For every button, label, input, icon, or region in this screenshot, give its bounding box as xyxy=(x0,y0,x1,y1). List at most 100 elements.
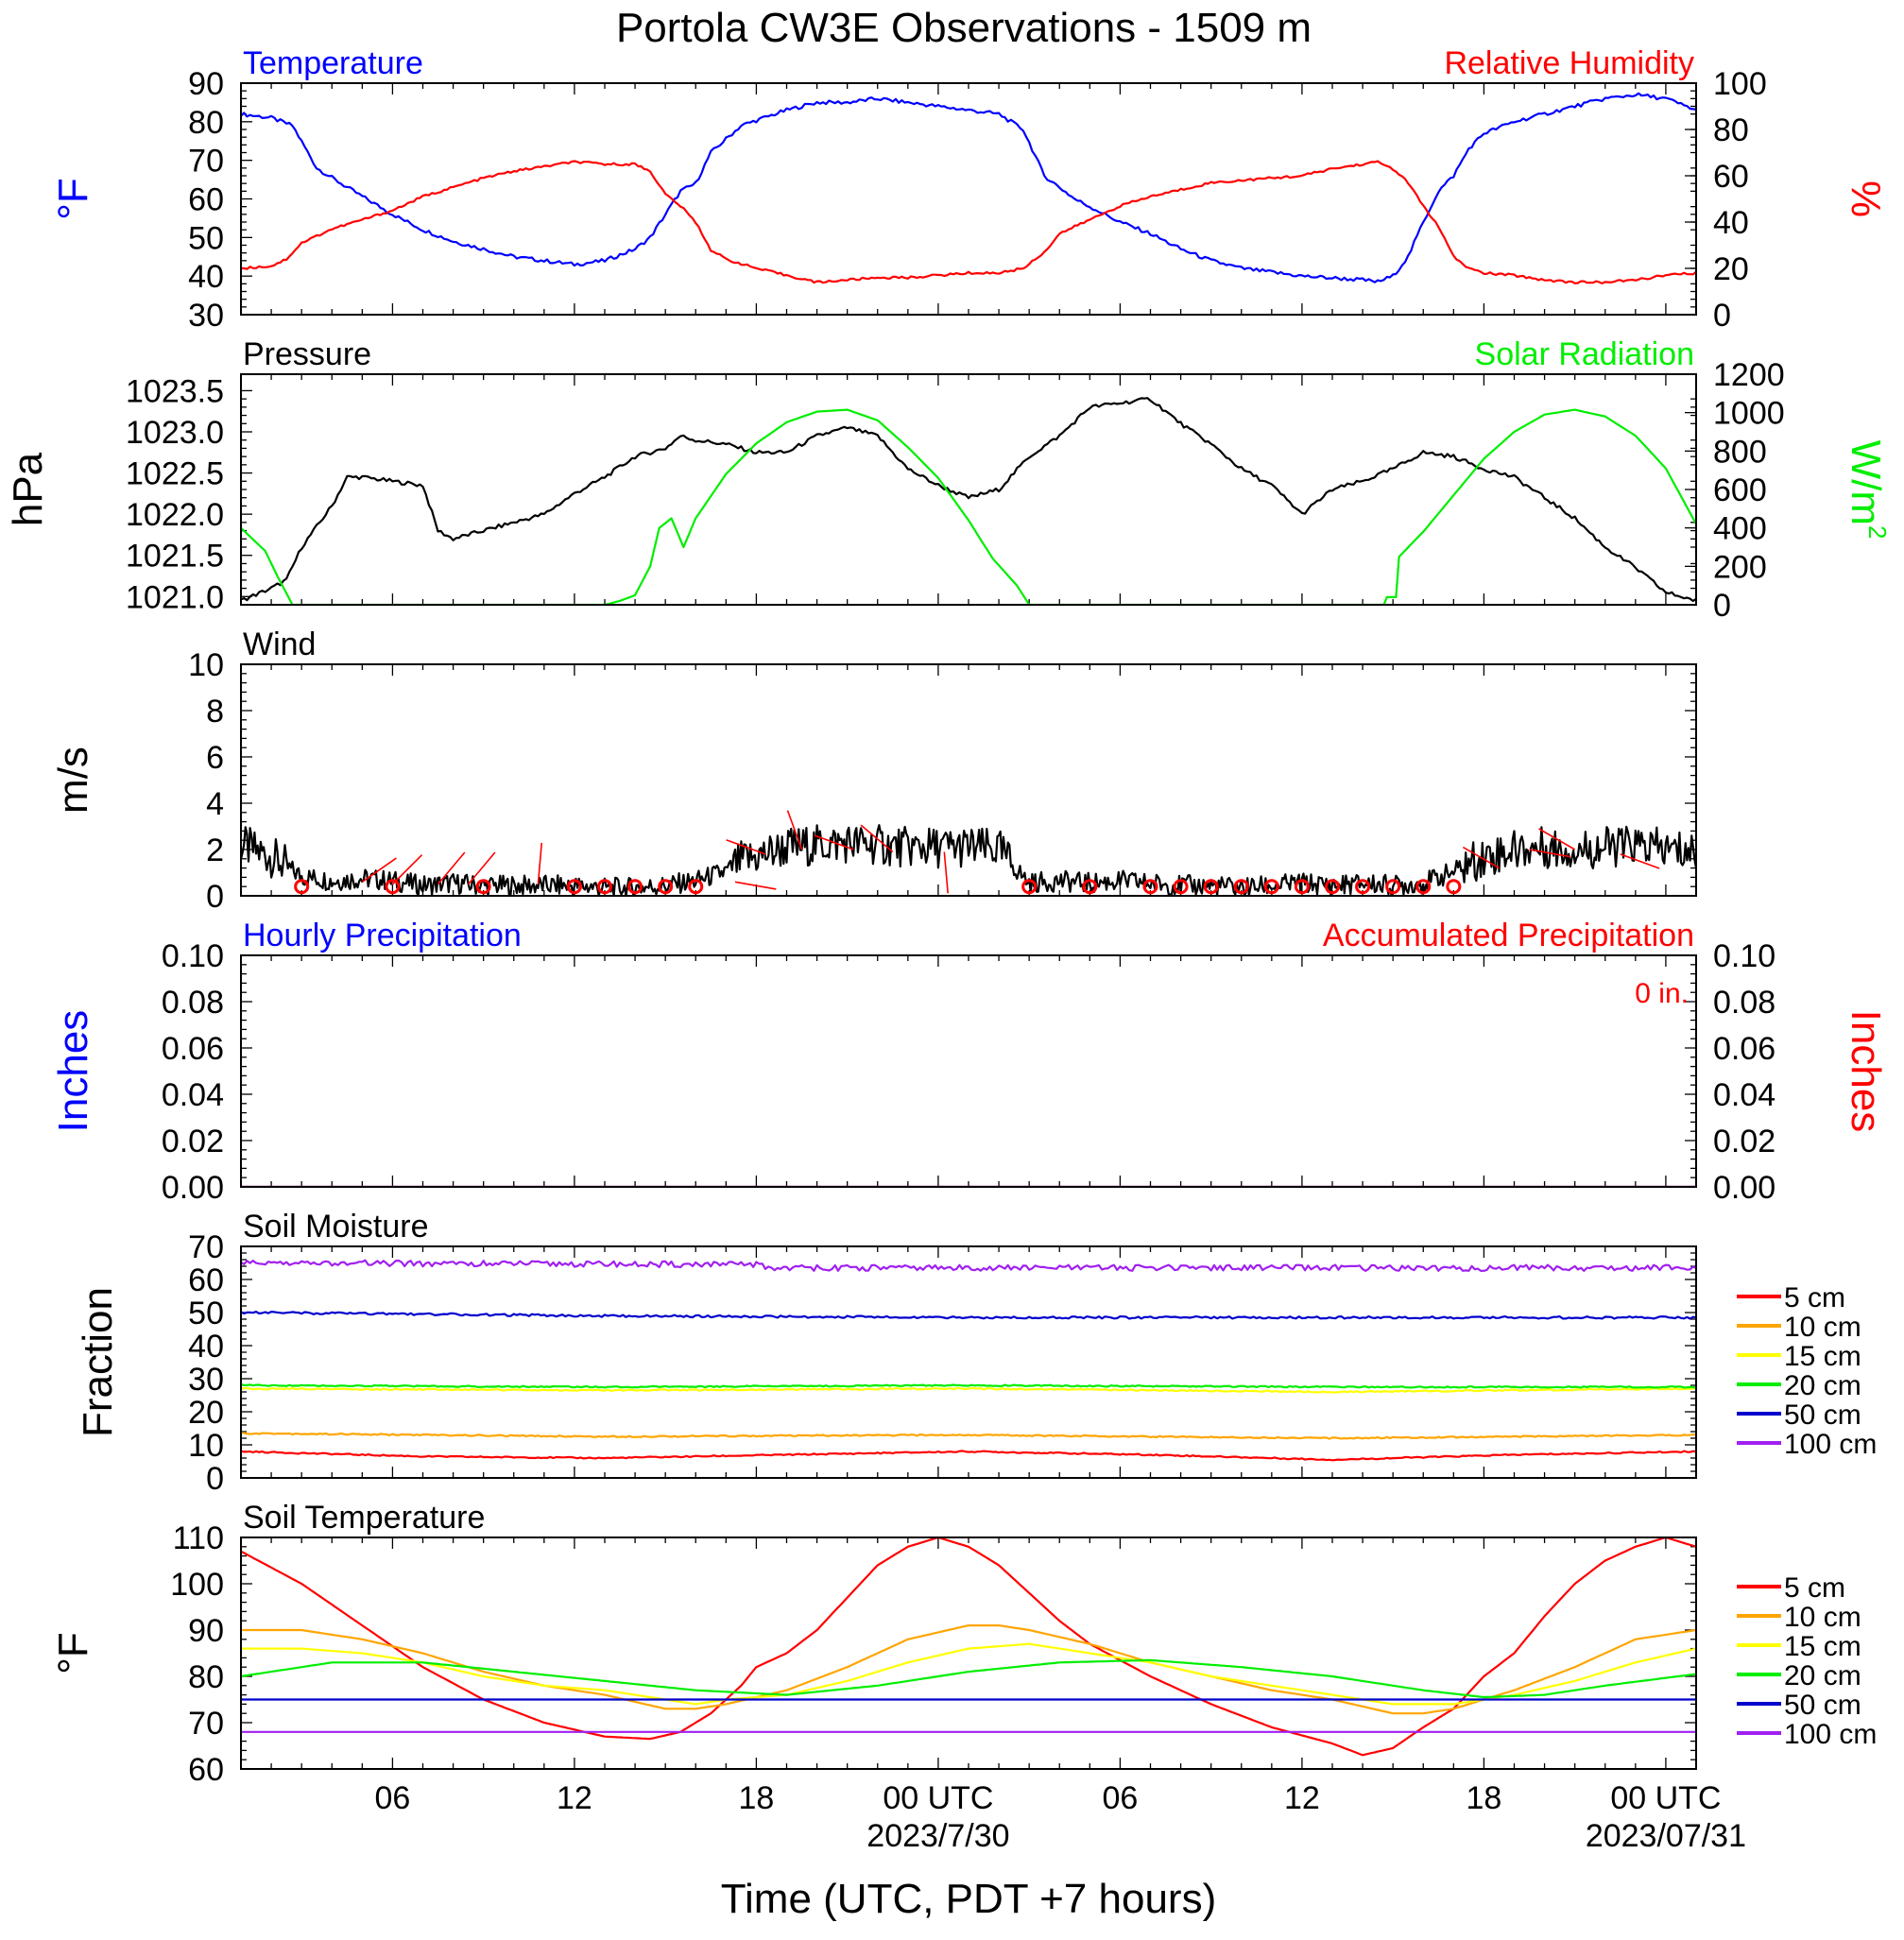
series-line-10-cm xyxy=(241,1432,1696,1440)
y-axis-label-left: Fraction xyxy=(75,1287,121,1437)
x-date-label: 2023/7/30 xyxy=(866,1818,1009,1854)
wind-calm-marker xyxy=(1385,879,1401,895)
wind-calm-marker xyxy=(1415,879,1432,895)
wind-barb xyxy=(734,881,777,890)
wind-barb xyxy=(391,854,423,885)
y-tick-label-left: 0.08 xyxy=(162,985,224,1021)
series-group xyxy=(241,1537,1696,1757)
y-axis-label-left: °F xyxy=(50,178,96,219)
series-line-20-cm xyxy=(241,1658,1696,1699)
series-line-100-cm xyxy=(241,1259,1696,1272)
y-tick-label-left: 40 xyxy=(188,259,224,295)
series-line-15-cm xyxy=(241,1642,1696,1706)
wind-calm-marker xyxy=(1446,879,1462,895)
panel-title-right: Solar Radiation xyxy=(1475,336,1694,372)
y-tick-label-left: 8 xyxy=(206,694,224,730)
panel-title-left: Soil Temperature xyxy=(243,1500,485,1536)
y-tick-label-left: 80 xyxy=(188,1659,224,1695)
series-line-temperature xyxy=(241,92,1696,283)
y-tick-label-right: 0.10 xyxy=(1713,938,1775,974)
x-tick-label: 00 UTC xyxy=(883,1780,993,1816)
y-tick-label-left: 1023.0 xyxy=(126,415,224,451)
x-tick-label: 06 xyxy=(1103,1780,1139,1816)
plot-frame xyxy=(240,663,1697,897)
y-tick-label-left: 0.10 xyxy=(162,938,224,974)
wind-barb xyxy=(943,851,949,894)
wind-calm-marker xyxy=(1021,879,1038,895)
y-axis-label-left: hPa xyxy=(5,452,51,526)
y-axis-label-right: % xyxy=(1843,180,1889,217)
panel-title-right: Relative Humidity xyxy=(1444,45,1694,81)
panel-1: 1021.0 1021.5 1022.0 1022.5 1023.0 1023.5 0200… xyxy=(5,336,1892,624)
y-tick-label-left: 60 xyxy=(188,182,224,218)
legend-label: 5 cm xyxy=(1784,1572,1845,1604)
y-tick-label-right: 60 xyxy=(1713,159,1749,195)
y-tick-label-left: 110 xyxy=(173,1520,224,1556)
legend-label: 15 cm xyxy=(1784,1341,1861,1372)
wind-calm-marker xyxy=(1325,879,1340,895)
y-tick-label-left: 10 xyxy=(188,647,224,683)
wind-calm-marker xyxy=(1173,879,1189,895)
series-group xyxy=(241,92,1696,284)
y-tick-label-left: 20 xyxy=(188,1395,224,1431)
series-line-15-cm xyxy=(241,1386,1696,1394)
wind-calm-marker xyxy=(1294,879,1310,895)
y-tick-label-right: 0.00 xyxy=(1713,1170,1775,1206)
wind-barb xyxy=(537,842,543,884)
legend-label: 20 cm xyxy=(1784,1660,1861,1691)
y-tick-label-left: 1021.5 xyxy=(126,539,224,575)
y-tick-label-right: 0.08 xyxy=(1713,985,1775,1021)
y-axis-label-left: Inches xyxy=(50,1010,96,1133)
panel-2: 0 2 4 6 8 10 m/s Wind xyxy=(50,627,1697,915)
y-tick-label-left: 0.00 xyxy=(162,1170,224,1206)
series-line-wind xyxy=(241,824,1696,896)
plot-frame xyxy=(240,954,1697,1188)
y-tick-label-left: 30 xyxy=(188,1362,224,1398)
y-tick-label-left: 30 xyxy=(188,298,224,334)
series-line-5-cm xyxy=(241,1450,1696,1462)
y-axis-label-left: m/s xyxy=(50,747,96,814)
y-tick-label-left: 80 xyxy=(188,105,224,141)
legend-label: 10 cm xyxy=(1784,1312,1861,1343)
panel-annotation: 0 in. xyxy=(1635,978,1689,1009)
y-tick-label-right: 20 xyxy=(1713,251,1749,287)
wind-calm-marker xyxy=(627,879,643,895)
series-line-relative-humidity xyxy=(241,160,1696,284)
wind-calm-marker xyxy=(1233,879,1249,895)
y-tick-label-right: 600 xyxy=(1713,472,1767,508)
x-tick-label: 18 xyxy=(1467,1780,1502,1816)
wind-barb xyxy=(860,824,894,853)
y-tick-label-right: 0.06 xyxy=(1713,1031,1775,1067)
y-tick-label-left: 40 xyxy=(188,1329,224,1365)
y-tick-label-left: 70 xyxy=(188,1706,224,1742)
figure-title: Portola CW3E Observations - 1509 m xyxy=(616,5,1312,51)
panel-title-right: Accumulated Precipitation xyxy=(1323,918,1694,953)
x-tick-label: 06 xyxy=(375,1780,411,1816)
wind-calm-marker xyxy=(1142,879,1158,895)
y-tick-label-right: 0.04 xyxy=(1713,1077,1775,1113)
wind-calm-marker xyxy=(1082,879,1098,895)
x-tick-label: 18 xyxy=(739,1780,775,1816)
wind-calm-marker xyxy=(658,879,674,895)
y-tick-label-right: 0.02 xyxy=(1713,1124,1775,1159)
y-tick-label-right: 100 xyxy=(1713,66,1767,102)
y-tick-label-right: 200 xyxy=(1713,549,1767,585)
plot-frame xyxy=(240,1537,1697,1770)
legend-label: 15 cm xyxy=(1784,1631,1861,1662)
wind-barb xyxy=(1538,828,1576,850)
y-tick-label-left: 90 xyxy=(188,66,224,102)
panel-title-left: Pressure xyxy=(243,336,371,372)
series-group xyxy=(241,1259,1696,1462)
y-tick-label-left: 1022.0 xyxy=(126,497,224,533)
wind-barb xyxy=(361,857,397,883)
wind-barb xyxy=(1529,849,1571,858)
legend-label: 20 cm xyxy=(1784,1370,1861,1401)
y-tick-label-right: 80 xyxy=(1713,112,1749,148)
y-tick-label-left: 0.04 xyxy=(162,1077,224,1113)
y-tick-label-left: 1021.0 xyxy=(126,579,224,615)
series-line-5-cm xyxy=(241,1537,1696,1757)
y-tick-label-left: 0.06 xyxy=(162,1031,224,1067)
series-group xyxy=(241,397,1696,605)
